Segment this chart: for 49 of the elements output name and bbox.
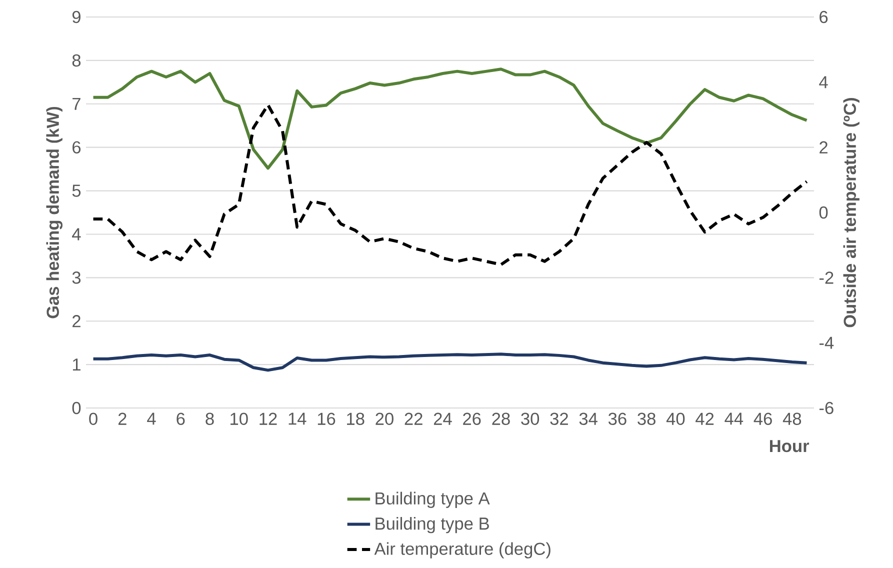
y-tick-label: 3 xyxy=(72,272,81,284)
y2-tick-label: 4 xyxy=(819,76,828,88)
legend-label: Building type A xyxy=(376,492,490,508)
x-tick-label: 22 xyxy=(404,412,422,425)
x-tick-label: 18 xyxy=(347,412,364,425)
y-axis-title: Gas heating demand (kW) xyxy=(46,106,63,318)
x-tick-label: 24 xyxy=(434,412,452,425)
x-tick-label: 20 xyxy=(376,412,394,425)
x-tick-label: 14 xyxy=(288,412,306,425)
x-tick-label: 2 xyxy=(118,412,126,425)
y-tick-label: 7 xyxy=(72,98,80,110)
x-tick-label: 26 xyxy=(463,412,481,425)
x-tick-label: 28 xyxy=(492,412,510,425)
x-tick-label: 30 xyxy=(521,412,540,425)
y-tick-label: 6 xyxy=(72,141,81,154)
y-tick-label: 9 xyxy=(72,10,80,24)
legend-label: Building type B xyxy=(376,517,489,534)
x-tick-label: 32 xyxy=(550,412,568,425)
x-tick-label: 40 xyxy=(666,412,685,425)
y2-tick-label: 2 xyxy=(820,141,828,154)
x-tick-label: 12 xyxy=(260,412,277,425)
x-tick-label: 8 xyxy=(206,412,214,425)
x-tick-label: 36 xyxy=(608,412,626,425)
x-tick-label: 44 xyxy=(724,412,744,425)
y-tick-label: 1 xyxy=(72,358,80,371)
x-tick-label: 46 xyxy=(754,412,772,425)
x-tick-label: 42 xyxy=(696,412,714,425)
y-tick-label: 4 xyxy=(72,228,81,240)
y2-tick-label: -2 xyxy=(819,272,834,284)
x-tick-label: 16 xyxy=(318,412,336,425)
x-tick-label: 10 xyxy=(230,412,248,425)
y-tick-label: 0 xyxy=(72,402,81,414)
legend-label: Air temperature (degC) xyxy=(374,542,550,558)
x-tick-label: 0 xyxy=(89,412,98,425)
x-tick-label: 48 xyxy=(782,412,802,425)
x-tick-label: 4 xyxy=(147,412,156,425)
line-series xyxy=(92,68,808,170)
x-tick-label: 38 xyxy=(638,412,656,425)
y2-axis-title: Outside air temperature (ºC) xyxy=(843,98,860,328)
y2-tick-label: -6 xyxy=(819,402,834,414)
y-tick-label: 5 xyxy=(72,184,81,197)
y-tick-label: 2 xyxy=(72,315,80,328)
x-tick-label: 34 xyxy=(579,412,598,425)
y2-tick-label: 0 xyxy=(819,206,828,219)
y2-tick-label: 6 xyxy=(820,10,828,24)
x-tick-label: 6 xyxy=(176,412,185,425)
y2-tick-label: -4 xyxy=(819,336,834,349)
y-tick-label: 8 xyxy=(72,54,81,67)
x-axis-title: Hour xyxy=(770,440,810,452)
